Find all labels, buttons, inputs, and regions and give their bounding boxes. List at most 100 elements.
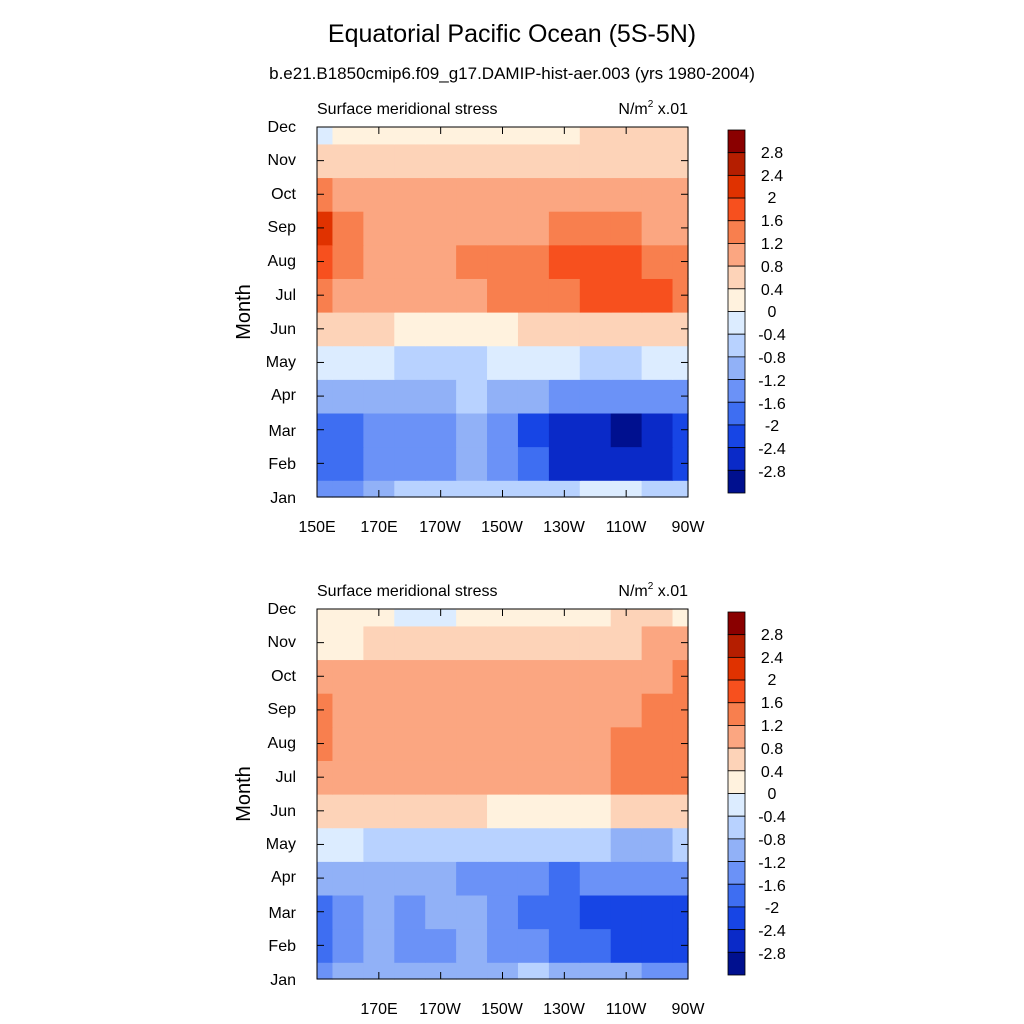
heatmap-cell <box>487 211 519 246</box>
heatmap-cell <box>579 127 612 145</box>
figure-title: Equatorial Pacific Ocean (5S-5N) <box>327 20 697 48</box>
heatmap-cell <box>548 244 581 279</box>
heatmap-cell <box>579 143 612 179</box>
heatmap-cell <box>610 760 643 795</box>
heatmap-cell <box>672 760 689 795</box>
colorbar-label: 2 <box>768 190 777 207</box>
colorbar-label: -1.6 <box>758 396 786 413</box>
heatmap-cell <box>610 827 643 862</box>
colorbar-label: 1.2 <box>761 236 783 253</box>
heatmap-cell <box>672 446 689 481</box>
heatmap-cell <box>641 894 674 930</box>
heatmap-cell <box>641 625 674 661</box>
heatmap-cell <box>456 244 488 279</box>
heatmap-cell <box>394 609 426 627</box>
heatmap-cells <box>317 127 689 498</box>
heatmap-cell <box>317 278 334 313</box>
colorbar-label: 2 <box>768 672 777 689</box>
heatmap-cell <box>317 625 334 661</box>
x-tick-label: 150W <box>481 519 524 536</box>
heatmap-cell <box>456 211 488 246</box>
colorbar-label: 0.8 <box>761 741 783 758</box>
heatmap-cell <box>548 609 581 627</box>
heatmap-cell <box>610 693 643 728</box>
heatmap-cell <box>548 127 581 145</box>
colorbar-label: 0 <box>768 304 777 321</box>
colorbar-box <box>727 747 746 772</box>
heatmap-cell <box>332 446 364 481</box>
heatmap-cell <box>610 625 643 661</box>
heatmap-cell <box>641 962 674 980</box>
heatmap-cell <box>579 827 612 862</box>
heatmap-cell <box>394 127 426 145</box>
heatmap-cell <box>456 861 488 896</box>
colorbar-box <box>727 611 746 636</box>
heatmap-cell <box>425 244 457 279</box>
heatmap-cell <box>363 345 395 380</box>
heatmap-cell <box>487 127 519 145</box>
heatmap-cell <box>332 760 364 795</box>
heatmap-cell <box>672 625 689 661</box>
heatmap-cell <box>487 894 519 930</box>
heatmap-cell <box>517 446 550 481</box>
x-tick-labels: 170E 170W 150W 130W 110W 90W <box>360 1001 705 1018</box>
heatmap-cell <box>579 345 612 380</box>
heatmap-cell <box>548 693 581 728</box>
heatmap-cell <box>425 127 457 145</box>
heatmap-cell <box>517 760 550 795</box>
heatmap-cell <box>517 312 550 347</box>
y-tick-label: Sep <box>268 701 297 718</box>
heatmap-cell <box>456 312 488 347</box>
units-sup: 2 <box>648 581 654 592</box>
y-tick-label: Jul <box>276 287 296 304</box>
heatmap-cell <box>579 659 612 694</box>
heatmap-cell <box>610 894 643 930</box>
heatmap-cell <box>672 794 689 829</box>
colorbar-label: -0.8 <box>758 832 786 849</box>
heatmap-cell <box>363 211 395 246</box>
heatmap-cell <box>672 827 689 862</box>
y-tick-label: Aug <box>268 253 296 270</box>
heatmap-cell <box>641 211 674 246</box>
heatmap-cell <box>610 962 643 980</box>
heatmap-cell <box>425 480 457 498</box>
heatmap-cell <box>610 609 643 627</box>
heatmap-cell <box>317 894 334 930</box>
heatmap-cell <box>425 379 457 414</box>
heatmap-cell <box>517 827 550 862</box>
heatmap-cell <box>517 928 550 963</box>
heatmap-cell <box>332 379 364 414</box>
heatmap-cell <box>672 480 689 498</box>
heatmap-cell <box>579 962 612 980</box>
heatmap-cell <box>672 726 689 761</box>
heatmap-cell <box>363 693 395 728</box>
heatmap-cell <box>363 760 395 795</box>
heatmap-cell <box>456 894 488 930</box>
heatmap-cell <box>517 211 550 246</box>
heatmap-cell <box>363 827 395 862</box>
heatmap-cell <box>672 928 689 963</box>
heatmap-cell <box>332 659 364 694</box>
heatmap-cell <box>517 625 550 661</box>
heatmap-cell <box>517 143 550 179</box>
heatmap-cell <box>363 379 395 414</box>
heatmap-cell <box>641 726 674 761</box>
heatmap-cell <box>425 412 457 448</box>
heatmap-cell <box>394 312 426 347</box>
colorbar-label: -2.4 <box>758 923 786 940</box>
heatmap-cell <box>672 278 689 313</box>
heatmap-cell <box>456 609 488 627</box>
heatmap-cell <box>579 794 612 829</box>
heatmap-cell <box>672 609 689 627</box>
heatmap-cells <box>317 609 689 980</box>
heatmap-cell <box>332 211 364 246</box>
heatmap-cell <box>317 143 334 179</box>
heatmap-cell <box>425 726 457 761</box>
ticks <box>316 126 689 498</box>
heatmap-cell <box>394 625 426 661</box>
y-tick-label: Mar <box>268 905 296 922</box>
heatmap-cell <box>394 480 426 498</box>
units-scale: x.01 <box>658 101 688 118</box>
heatmap-cell <box>579 726 612 761</box>
